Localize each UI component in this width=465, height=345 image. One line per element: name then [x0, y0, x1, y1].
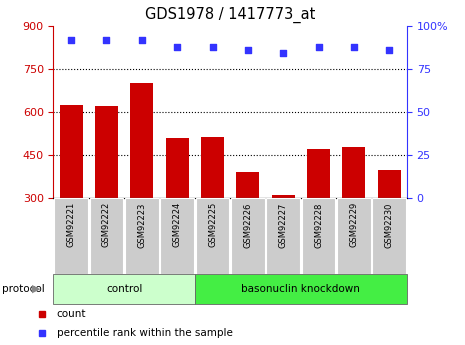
Text: GSM92222: GSM92222	[102, 202, 111, 247]
Text: control: control	[106, 284, 142, 294]
Text: GSM92225: GSM92225	[208, 202, 217, 247]
Text: ▶: ▶	[32, 284, 40, 294]
Bar	[378, 170, 401, 285]
Point	[315, 44, 322, 49]
Bar	[201, 137, 224, 285]
Point	[385, 47, 393, 53]
Bar	[60, 105, 83, 285]
Text: GSM92224: GSM92224	[173, 202, 182, 247]
Text: count: count	[57, 309, 86, 319]
Bar	[307, 149, 330, 285]
Bar	[166, 138, 189, 285]
Bar	[372, 198, 406, 274]
Bar	[53, 274, 195, 304]
Text: GSM92221: GSM92221	[66, 202, 76, 247]
Bar	[95, 106, 118, 285]
Point	[138, 37, 146, 42]
Bar	[236, 172, 259, 285]
Point	[103, 37, 110, 42]
Text: GSM92226: GSM92226	[243, 202, 252, 248]
Point	[173, 44, 181, 49]
Bar	[125, 198, 159, 274]
Bar	[342, 147, 365, 285]
Text: GSM92223: GSM92223	[137, 202, 146, 248]
Bar	[90, 198, 123, 274]
Bar	[160, 198, 194, 274]
Point	[244, 47, 252, 53]
Bar	[266, 198, 300, 274]
Bar	[231, 198, 265, 274]
Point	[67, 37, 75, 42]
Point	[279, 51, 287, 56]
Bar	[130, 83, 153, 285]
Title: GDS1978 / 1417773_at: GDS1978 / 1417773_at	[145, 7, 315, 23]
Text: GSM92229: GSM92229	[349, 202, 359, 247]
Bar	[302, 198, 335, 274]
Bar	[196, 198, 229, 274]
Text: GSM92230: GSM92230	[385, 202, 394, 248]
Text: protocol: protocol	[2, 284, 45, 294]
Text: GSM92228: GSM92228	[314, 202, 323, 248]
Text: basonuclin knockdown: basonuclin knockdown	[241, 284, 360, 294]
Bar	[54, 198, 88, 274]
Point	[209, 44, 216, 49]
Point	[350, 44, 358, 49]
Bar	[195, 274, 407, 304]
Text: percentile rank within the sample: percentile rank within the sample	[57, 328, 232, 338]
Text: GSM92227: GSM92227	[279, 202, 288, 248]
Bar	[272, 196, 295, 285]
Bar	[337, 198, 371, 274]
